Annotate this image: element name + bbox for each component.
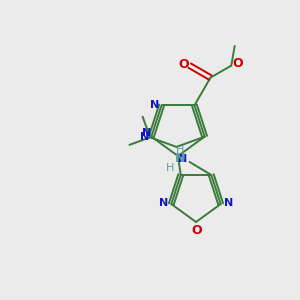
Text: N: N — [150, 100, 159, 110]
Text: N: N — [224, 198, 233, 208]
Text: H: H — [165, 163, 174, 173]
Text: O: O — [232, 57, 243, 70]
Text: N: N — [174, 152, 185, 166]
Text: N: N — [140, 132, 149, 142]
Text: N: N — [178, 154, 188, 164]
Text: N: N — [159, 198, 168, 208]
Text: N: N — [142, 128, 151, 138]
Text: O: O — [178, 58, 189, 71]
Text: O: O — [192, 224, 202, 236]
Text: H: H — [176, 145, 184, 155]
